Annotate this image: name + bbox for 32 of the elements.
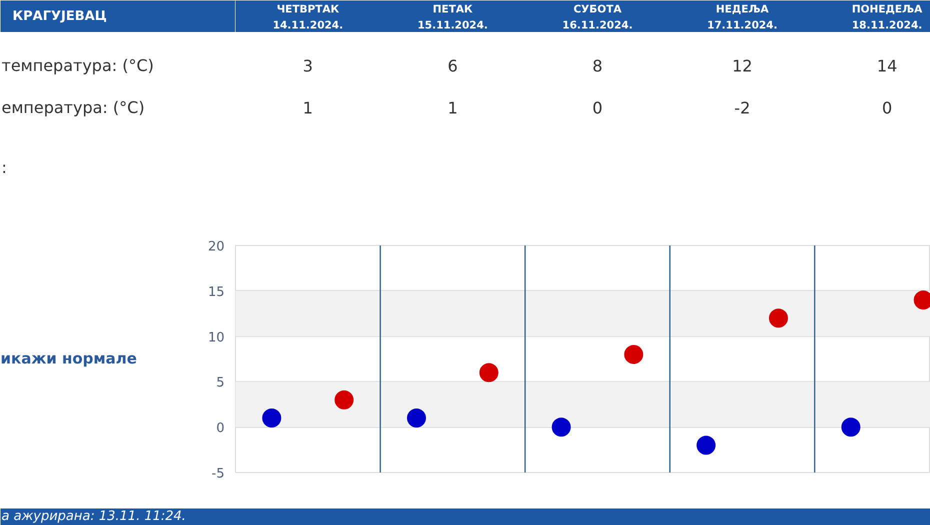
text: СУБОТА xyxy=(573,4,622,16)
text: 8 xyxy=(592,56,603,76)
text: : xyxy=(2,158,7,177)
y-tick-label: 0 xyxy=(216,421,225,436)
text: 17.11.2024. xyxy=(707,20,778,32)
text: 14 xyxy=(876,56,898,76)
text: 0 xyxy=(592,98,603,118)
text: 3 xyxy=(302,56,313,76)
y-tick-label: 15 xyxy=(208,284,225,300)
text: температура: (°C) xyxy=(2,56,154,75)
text: ПОНЕДЕЉА xyxy=(852,4,924,16)
text: НЕДЕЉА xyxy=(716,4,770,16)
text: 15.11.2024. xyxy=(417,20,488,32)
text: -2 xyxy=(734,98,750,118)
text: 16.11.2024. xyxy=(562,20,633,32)
text: 0 xyxy=(882,98,892,118)
text: ПЕТАК xyxy=(432,4,474,16)
text: емпература: (°C) xyxy=(2,98,145,117)
text: икажи нормале xyxy=(0,350,137,368)
y-tick-label: 20 xyxy=(208,240,225,254)
text: ЧЕТВРТАК xyxy=(276,4,340,16)
text: 18.11.2024. xyxy=(852,20,922,32)
text: 14.11.2024. xyxy=(272,20,344,32)
text: 1 xyxy=(448,98,458,118)
y-tick-label: -5 xyxy=(212,466,225,482)
text: КРАГУЈЕВАЦ xyxy=(12,9,107,24)
text: а ажурирана: 13.11. 11:24. xyxy=(2,509,186,524)
text: 6 xyxy=(448,56,458,76)
y-tick-label: 10 xyxy=(208,330,225,346)
text: 12 xyxy=(732,56,752,76)
text: 1 xyxy=(302,98,313,118)
y-tick-label: 5 xyxy=(216,376,225,391)
